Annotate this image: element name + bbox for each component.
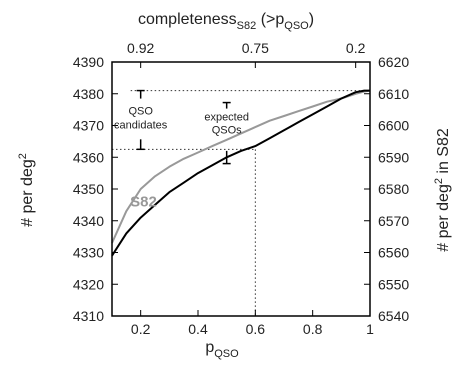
y-right-tick-label: 6580 — [378, 181, 409, 197]
x-tick-label: 0.2 — [131, 321, 151, 337]
y-left-tick-label: 4340 — [73, 213, 104, 229]
top-axis-title: completenessS82 (>pQSO) — [138, 11, 314, 32]
y-left-tick-label: 4380 — [73, 86, 104, 102]
top-tick-label: 0.92 — [127, 40, 154, 56]
x-tick-label: 0.4 — [188, 321, 208, 337]
s82-series-label: S82 — [130, 194, 157, 211]
y-right-tick-label: 6620 — [378, 54, 409, 70]
y-left-tick-label: 4350 — [73, 181, 104, 197]
y-right-tick-label: 6550 — [378, 276, 409, 292]
y-right-tick-label: 6610 — [378, 86, 409, 102]
qso-candidates-label-line1: QSO — [128, 106, 153, 118]
top-tick-label: 0.75 — [242, 40, 269, 56]
y-right-tick-label: 6540 — [378, 308, 409, 324]
expected-qsos-label-line2: QSOs — [212, 125, 242, 137]
x-tick-label: 0.8 — [303, 321, 323, 337]
top-tick-label: 0.2 — [346, 40, 366, 56]
y-axis-left-title: # per deg2 — [17, 153, 36, 227]
y-left-tick-label: 4370 — [73, 118, 104, 134]
y-right-tick-label: 6600 — [378, 118, 409, 134]
series-lines — [111, 89, 371, 257]
y-left-tick-label: 4330 — [73, 245, 104, 261]
y-left-tick-label: 4390 — [73, 54, 104, 70]
x-axis-title: pQSO — [205, 339, 239, 360]
qso-candidates-bar — [136, 89, 145, 151]
y-left-tick-label: 4310 — [73, 308, 104, 324]
x-tick-label: 1 — [366, 321, 374, 337]
y-right-tick-label: 6560 — [378, 245, 409, 261]
y-axis-right-title: # per deg2 in S82 — [433, 128, 452, 252]
series-line-1 — [111, 89, 370, 257]
qso-candidates-label-line2: candidates — [114, 120, 168, 132]
y-left-tick-label: 4360 — [73, 149, 104, 165]
y-right-tick-label: 6590 — [378, 149, 409, 165]
x-tick-label: 0.6 — [246, 321, 266, 337]
expected-qsos-bar — [222, 101, 231, 165]
y-left-tick-label: 4320 — [73, 276, 104, 292]
y-right-tick-label: 6570 — [378, 213, 409, 229]
expected-qsos-label-line1: expected — [204, 112, 249, 124]
axis-ticks: 4310 4320 4330 4340 4350 4360 4370 4380 4390 6540… — [73, 40, 410, 337]
